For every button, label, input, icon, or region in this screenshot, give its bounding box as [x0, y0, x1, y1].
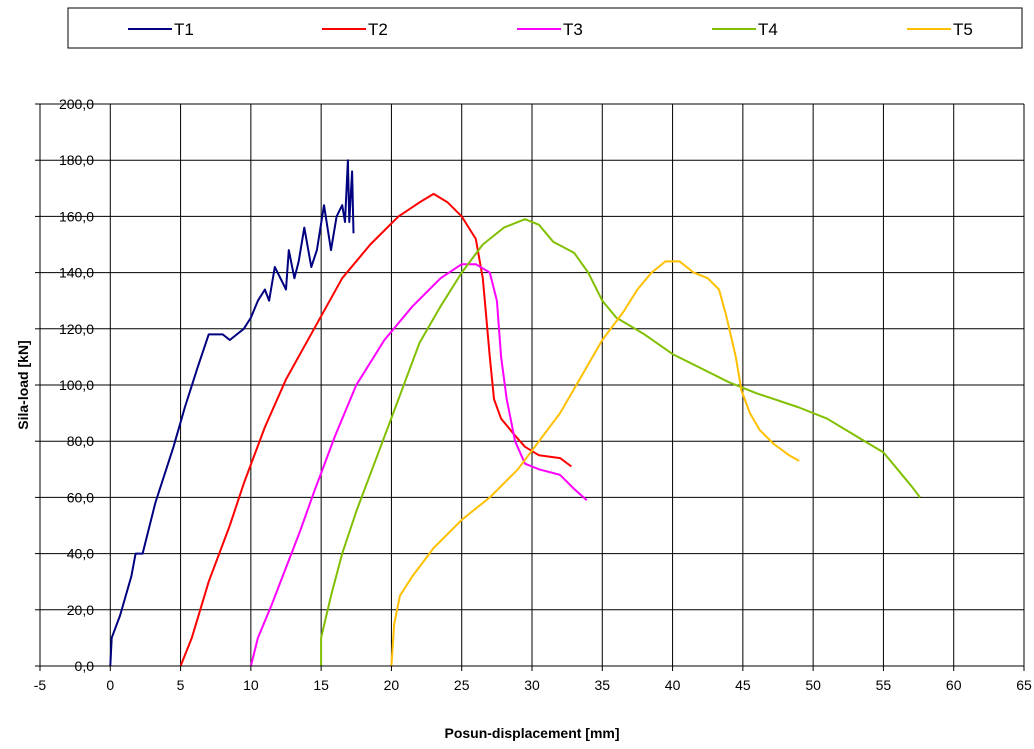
- series-line-t4: [320, 218, 921, 666]
- legend-label-t3: T3: [563, 20, 583, 39]
- legend-label-t2: T2: [368, 20, 388, 39]
- x-tick-label: 50: [805, 677, 821, 693]
- x-tick-label: 30: [524, 677, 540, 693]
- x-tick-label: -5: [34, 677, 47, 693]
- x-axis-title: Posun-displacement [mm]: [444, 725, 619, 741]
- y-tick-label: 0,0: [75, 658, 95, 674]
- x-tick-label: 55: [876, 677, 892, 693]
- x-tick-label: 60: [946, 677, 962, 693]
- y-tick-label: 120,0: [59, 321, 94, 337]
- x-tick-label: 35: [594, 677, 610, 693]
- y-tick-label: 200,0: [59, 96, 94, 112]
- y-tick-label: 60,0: [67, 489, 94, 505]
- x-tick-label: 0: [106, 677, 114, 693]
- x-tick-label: 40: [665, 677, 681, 693]
- y-tick-label: 180,0: [59, 152, 94, 168]
- y-tick-label: 160,0: [59, 208, 94, 224]
- series-line-t2: [179, 192, 572, 667]
- x-tick-label: 45: [735, 677, 751, 693]
- x-tick-label: 65: [1016, 677, 1032, 693]
- y-tick-label: 40,0: [67, 546, 94, 562]
- x-tick-label: 10: [243, 677, 259, 693]
- y-axis-title: Sila-load [kN]: [15, 340, 31, 429]
- x-tick-label: 20: [384, 677, 400, 693]
- y-tick-label: 20,0: [67, 602, 94, 618]
- y-tick-label: 80,0: [67, 433, 94, 449]
- series-lines: [109, 159, 921, 667]
- x-tick-label: 5: [177, 677, 185, 693]
- x-tick-labels: -5 0 5 10 15 20 25 30 35 40 45 50 55 60 65: [34, 677, 1032, 693]
- y-tick-label: 100,0: [59, 377, 94, 393]
- axes: [35, 103, 1025, 671]
- legend-label-t1: T1: [174, 20, 194, 39]
- series-line-t1: [109, 159, 355, 667]
- y-tick-label: 140,0: [59, 265, 94, 281]
- grid: [40, 103, 1025, 666]
- series-line-t3: [249, 263, 588, 667]
- legend: T1 T2 T3 T4 T5: [128, 20, 973, 39]
- legend-label-t5: T5: [953, 20, 973, 39]
- x-tick-label: 25: [454, 677, 470, 693]
- series-line-t5: [390, 260, 800, 667]
- x-tick-label: 15: [313, 677, 329, 693]
- legend-label-t4: T4: [758, 20, 778, 39]
- y-tick-labels: 0,0 20,0 40,0 60,0 80,0 100,0 120,0 140,0 160,0 1…: [59, 96, 94, 674]
